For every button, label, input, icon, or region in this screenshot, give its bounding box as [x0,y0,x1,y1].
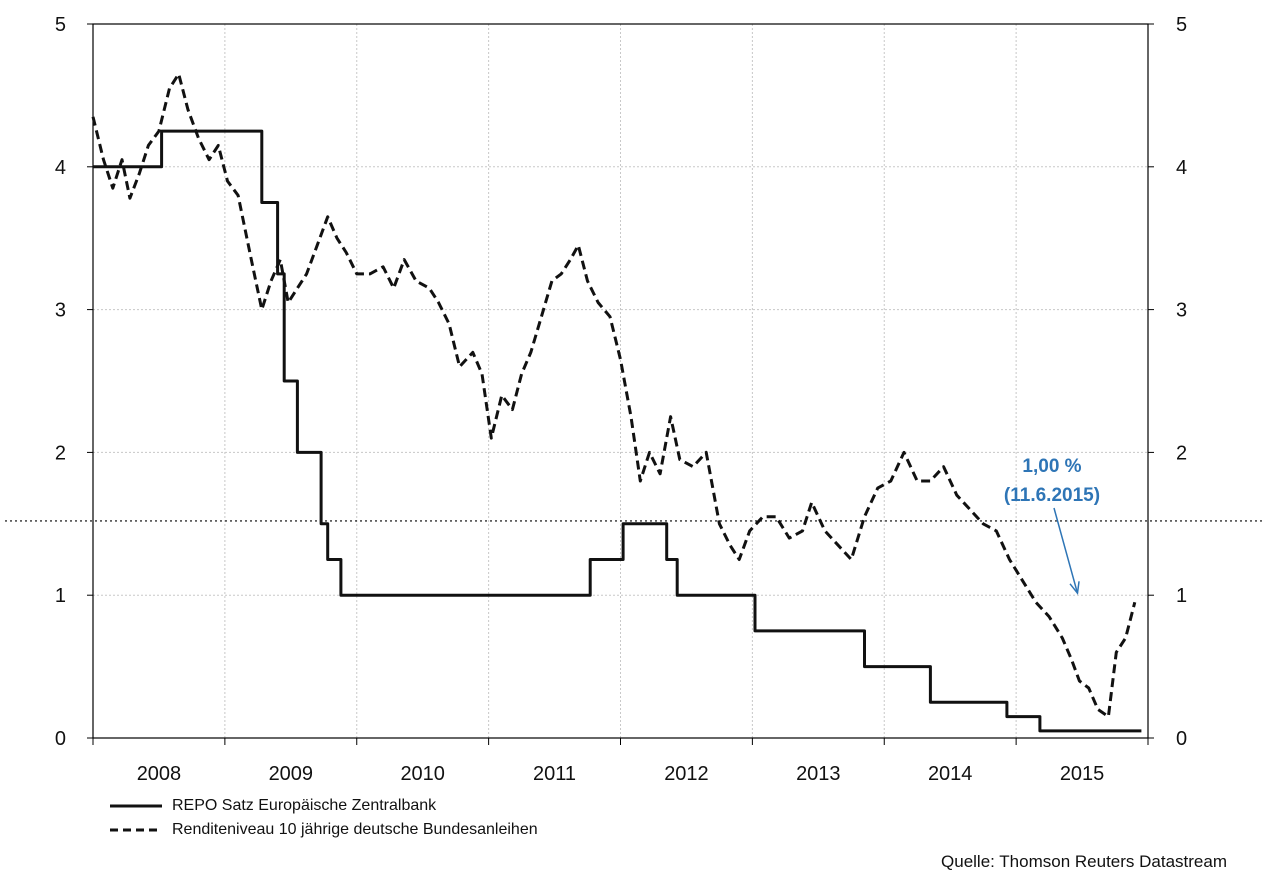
grid [5,24,1262,738]
y-tick-label-left: 4 [55,157,66,179]
source-note: Quelle: Thomson Reuters Datastream [941,852,1227,871]
y-tick-label-right: 1 [1176,585,1187,607]
x-tick-label: 2013 [796,763,841,785]
plot-frame [92,23,1149,739]
y-tick-label-left: 0 [55,728,66,750]
axes [87,23,1154,745]
x-tick-label: 2015 [1060,763,1105,785]
legend-label-repo: REPO Satz Europäische Zentralbank [172,797,437,814]
legend-swatch-dashed [110,825,162,835]
tick-labels: 0 0 1 1 2 2 3 3 4 4 5 5 2008 2009 2010 2011 2012 2013 2014… [55,14,1187,785]
legend: REPO Satz Europäische Zentralbank Rendit… [110,794,538,842]
y-tick-label-left: 5 [55,14,66,36]
y-tick-label-right: 5 [1176,14,1187,36]
x-tick-label: 2011 [533,763,576,785]
y-tick-label-right: 2 [1176,442,1187,464]
annotation-value: 1,00 % [1022,456,1081,477]
series [91,72,1142,733]
x-tick-label: 2014 [928,763,973,785]
y-tick-label-right: 4 [1176,157,1187,179]
y-tick-label-right: 0 [1176,728,1187,750]
legend-item-repo: REPO Satz Europäische Zentralbank [110,794,538,818]
y-tick-label-left: 2 [55,442,66,464]
annotation-date: (11.6.2015) [1004,485,1100,506]
x-tick-label: 2010 [400,763,445,785]
y-tick-label-left: 3 [55,300,66,322]
x-tick-label: 2008 [137,763,182,785]
series-line-bund [91,72,1137,719]
legend-label-bund: Renditeniveau 10 jährige deutsche Bundes… [172,821,538,838]
annotation: 1,00 % (11.6.2015) [1004,456,1100,596]
annotation-arrowhead [1069,581,1080,596]
legend-item-bund: Renditeniveau 10 jährige deutsche Bundes… [110,818,538,842]
legend-swatch-solid [110,801,162,811]
y-tick-label-right: 3 [1176,300,1187,322]
x-tick-label: 2009 [269,763,314,785]
x-tick-label: 2012 [664,763,709,785]
y-tick-label-left: 1 [55,585,66,607]
annotation-arrow [1053,507,1079,594]
series-line-repo [93,129,1142,733]
